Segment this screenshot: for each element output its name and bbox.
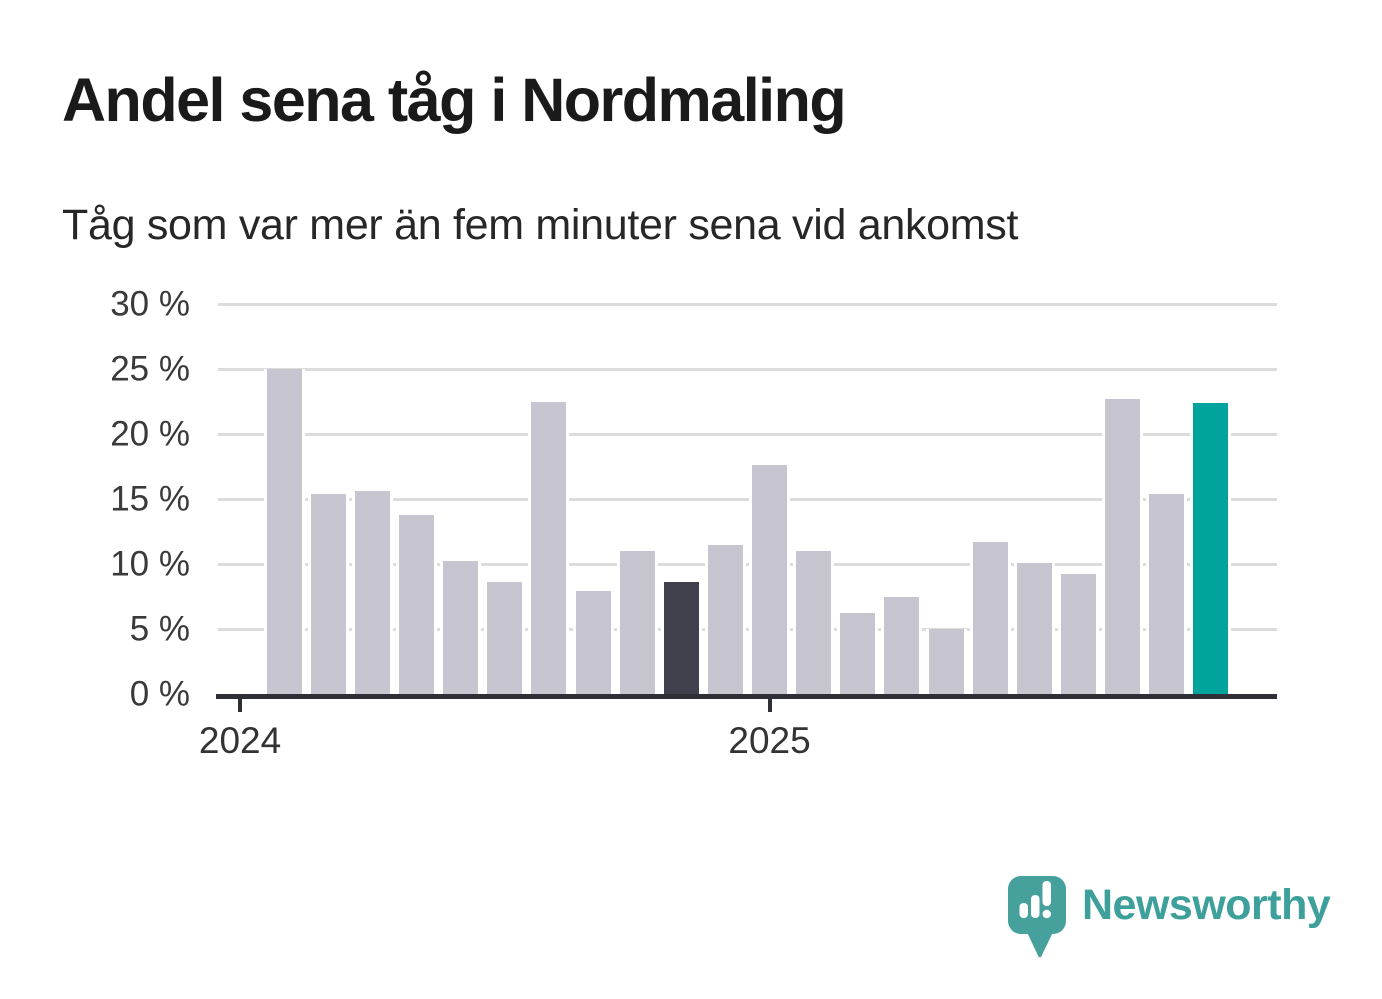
plot-area: 30 % 25 % 20 % 15 % 10 % 5 % 0 % 2024 2025 [110, 287, 1277, 759]
bar-slot [748, 304, 792, 694]
y-axis-label: 30 % [110, 284, 190, 324]
gridline [218, 497, 1277, 501]
bar [1013, 562, 1055, 694]
bar [351, 491, 393, 694]
bar [969, 541, 1011, 694]
bar-slot [968, 304, 1012, 694]
chart-subtitle: Tåg som var mer än fem minuter sena vid … [62, 201, 1019, 249]
bar-slot [615, 304, 659, 694]
brand-name: Newsworthy [1082, 881, 1331, 929]
bar [925, 629, 967, 694]
bar-slot [1012, 304, 1056, 694]
bar [396, 514, 438, 694]
newsworthy-logo-icon [1008, 876, 1066, 958]
bar-slot [1145, 304, 1189, 694]
bar [616, 551, 658, 694]
x-axis-label: 2024 [198, 720, 282, 761]
bar-slot [350, 304, 394, 694]
bar [704, 544, 746, 694]
bar-slot [306, 304, 350, 694]
bar-slot [836, 304, 880, 694]
gridline [218, 627, 1277, 631]
bar [1102, 398, 1144, 694]
bar-slot [1233, 304, 1277, 694]
bar [572, 591, 614, 694]
bar [1057, 574, 1099, 694]
y-axis-label: 20 % [110, 414, 190, 454]
bar-slot [880, 304, 924, 694]
bar [1190, 402, 1232, 694]
bar-slot [218, 304, 262, 694]
bar-slot [659, 304, 703, 694]
bar [1146, 493, 1188, 694]
bar [528, 401, 570, 694]
y-axis-label: 15 % [110, 479, 190, 519]
bar [484, 582, 526, 694]
gridline [218, 367, 1277, 371]
gridline [218, 562, 1277, 566]
x-axis-tick [238, 699, 243, 712]
bar [837, 613, 879, 694]
bar-slot [1056, 304, 1100, 694]
chart-title: Andel sena tåg i Nordmaling [62, 66, 847, 134]
y-axis-label: 25 % [110, 349, 190, 389]
gridline [218, 432, 1277, 436]
bar-slot [1101, 304, 1145, 694]
y-axis-label: 10 % [110, 544, 190, 584]
brand-logo: Newsworthy [1008, 876, 1331, 964]
bar [881, 596, 923, 694]
bar [660, 582, 702, 694]
x-axis-tick [767, 699, 772, 712]
bar-slot [395, 304, 439, 694]
bar [793, 551, 835, 694]
y-axis-label: 5 % [129, 609, 190, 649]
y-axis-label: 0 % [129, 674, 190, 714]
bar [749, 465, 791, 694]
bar-slot [703, 304, 747, 694]
bar-slot [792, 304, 836, 694]
bar-slot [439, 304, 483, 694]
x-axis-label: 2025 [728, 720, 811, 761]
bar-slot [527, 304, 571, 694]
bar-slot [924, 304, 968, 694]
bar-slot [262, 304, 306, 694]
bar [307, 493, 349, 694]
x-axis-line [216, 694, 1277, 699]
bar-slot [571, 304, 615, 694]
bar-slot [483, 304, 527, 694]
bar [440, 561, 482, 694]
bars-container [218, 304, 1277, 694]
gridline [218, 302, 1277, 306]
bar [263, 369, 305, 694]
bar-slot [1189, 304, 1233, 694]
